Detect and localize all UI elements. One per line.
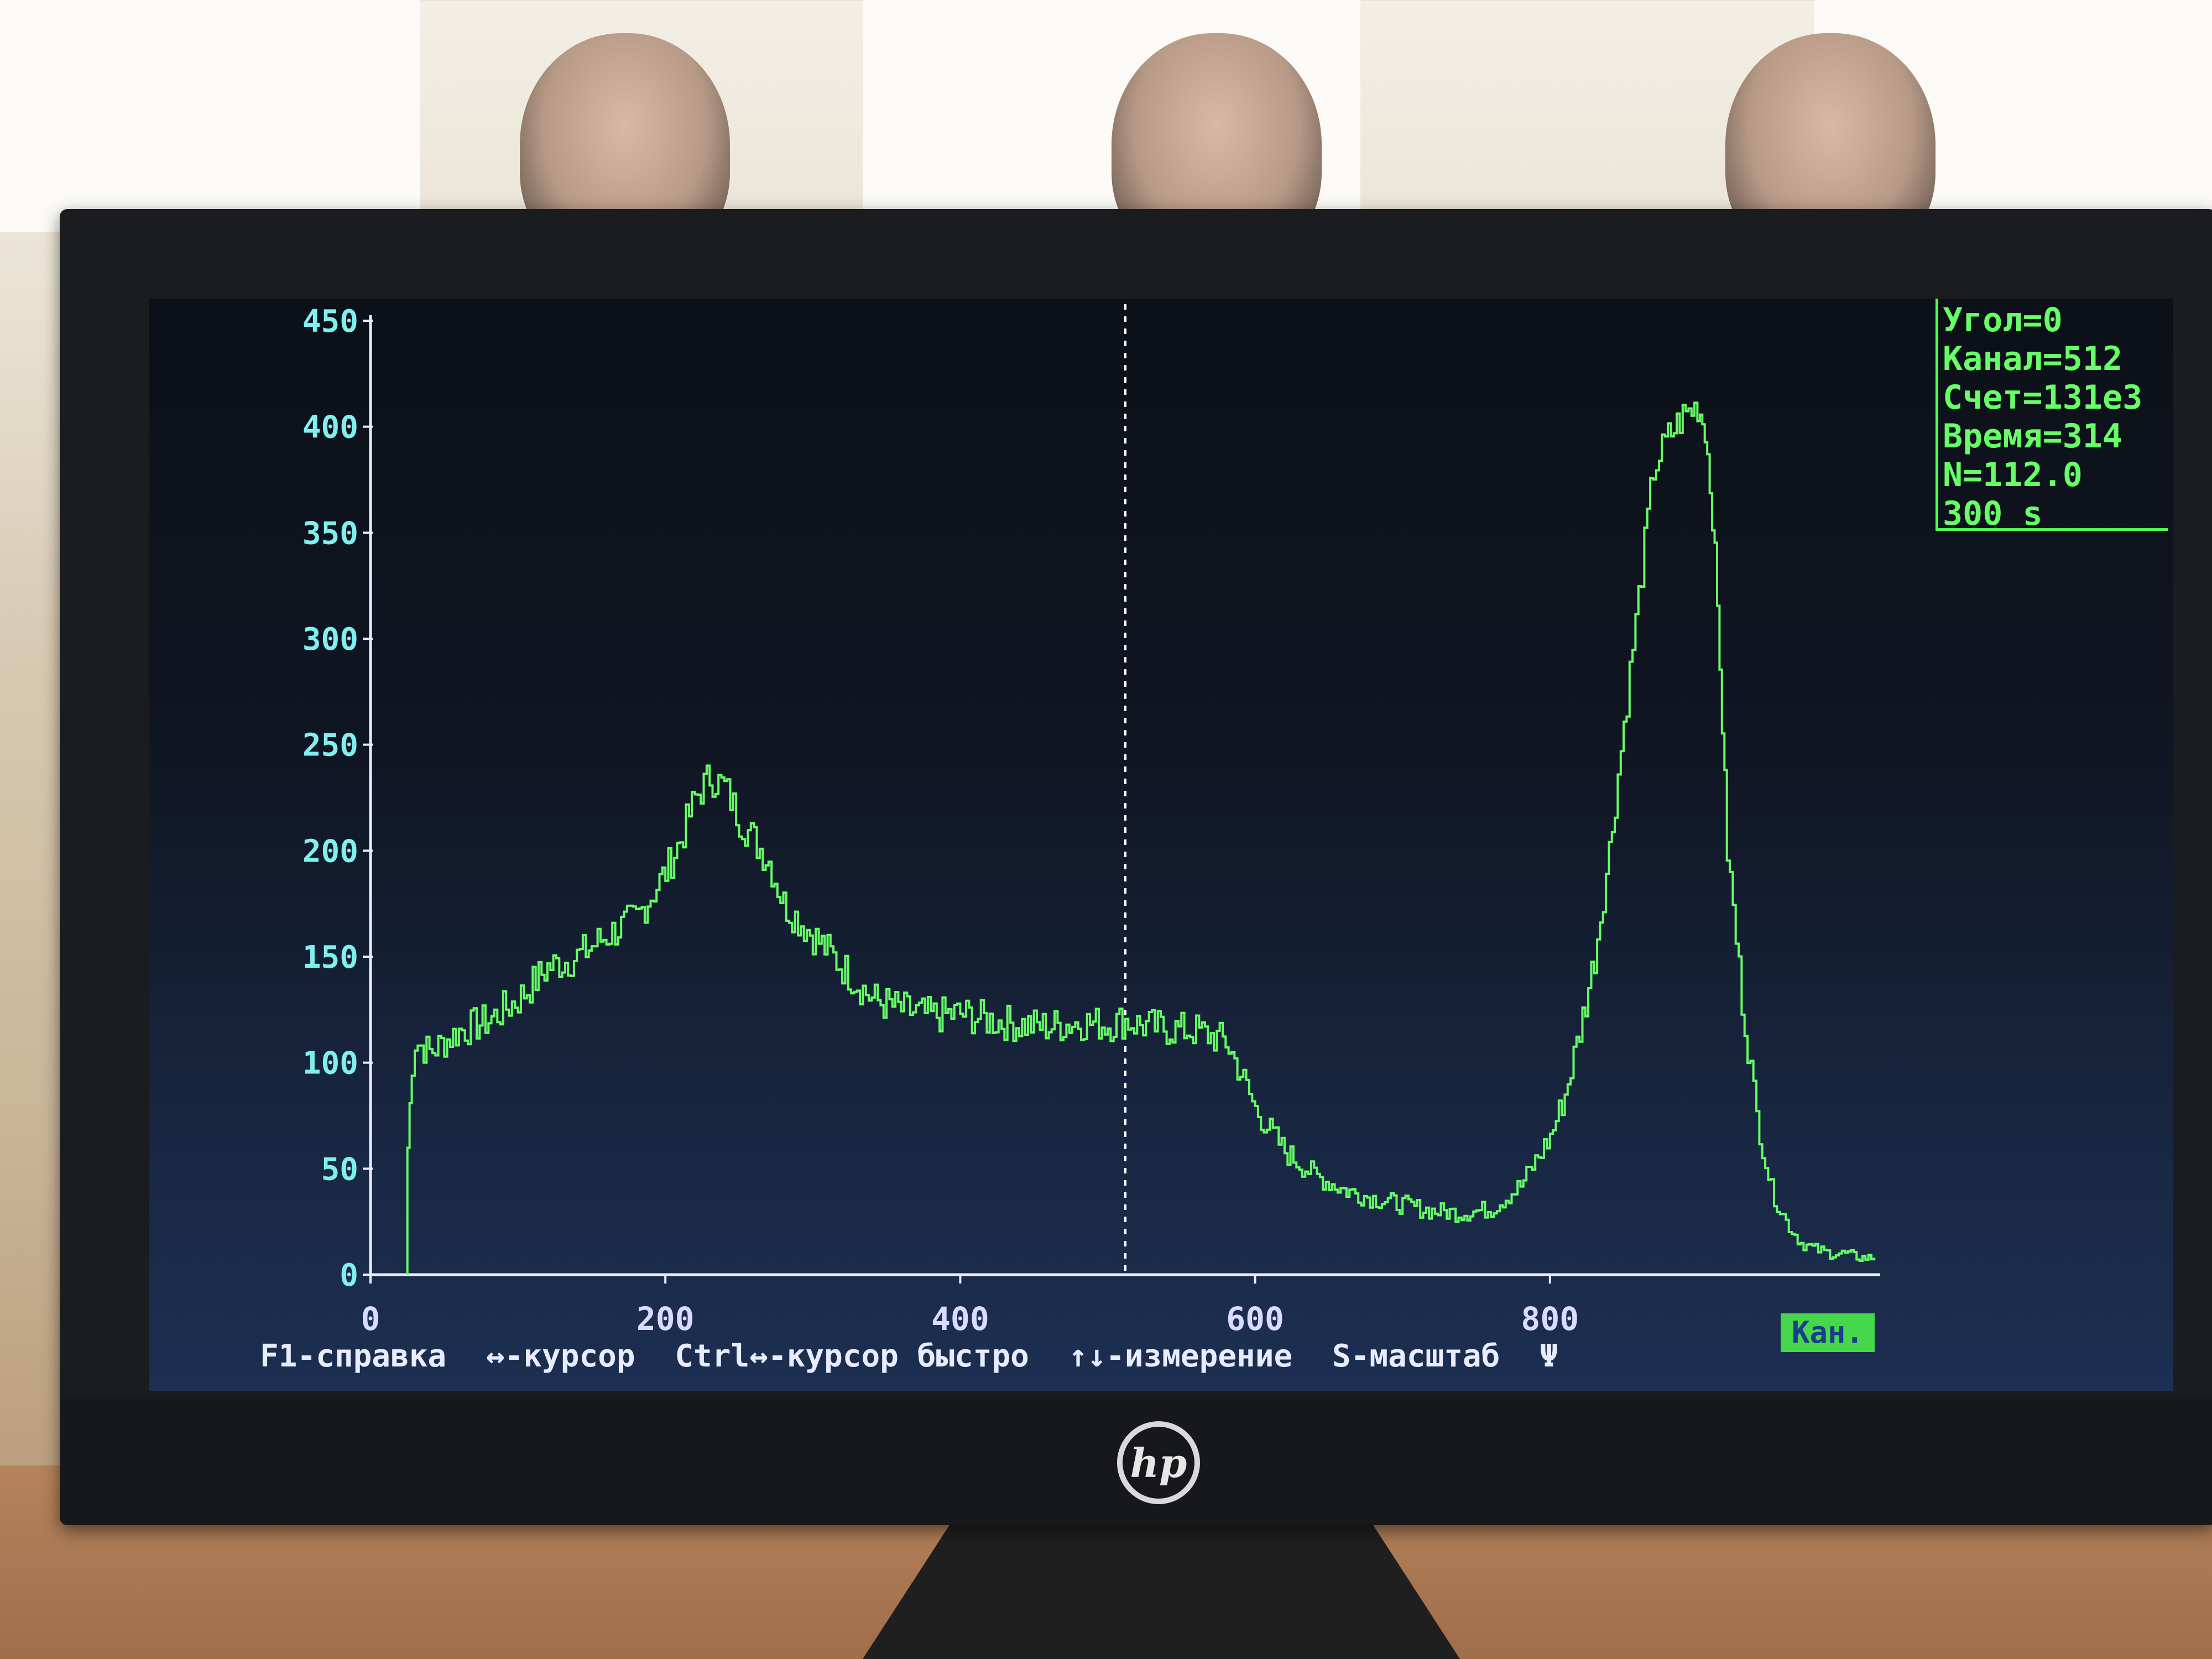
background-window-left — [0, 0, 420, 232]
help-cursor-fast: Ctrl↔-курсор быстро — [675, 1338, 1029, 1374]
help-scale: S-масштаб — [1332, 1338, 1500, 1374]
y-tick-label-6: 300 — [302, 622, 358, 658]
status-time: Время=314 — [1943, 417, 2123, 456]
y-tick-label-5: 250 — [302, 728, 358, 764]
x-tick-label-3: 600 — [1226, 1300, 1284, 1338]
help-symbol: Ψ — [1540, 1338, 1558, 1374]
x-tick-label-0: 0 — [361, 1300, 380, 1338]
y-tick-label-8: 400 — [302, 410, 358, 446]
status-duration: 300 s — [1943, 494, 2043, 533]
help-bar: F1-справка ↔-курсор Ctrl↔-курсор быстро … — [260, 1338, 2151, 1388]
y-tick-label-2: 100 — [302, 1046, 358, 1082]
help-f1: F1-справка — [260, 1338, 447, 1374]
trace-layer — [406, 401, 1876, 1275]
x-tick-label-1: 200 — [637, 1300, 695, 1338]
spectrum-chart: 0 50 100 150 200 250 300 350 400 450 0 200 400 600 800 — [302, 304, 1880, 1338]
spectrum-trace-0 — [406, 401, 1876, 1275]
status-panel: Угол=0 Канал=512 Счет=131e3 Время=314 N=… — [1936, 299, 2168, 533]
ticks-layer: 0 50 100 150 200 250 300 350 400 450 0 200 400 600 800 — [302, 304, 1579, 1338]
status-channel: Канал=512 — [1943, 340, 2123, 378]
help-cursor: ↔-курсор — [486, 1338, 635, 1374]
y-tick-label-9: 450 — [302, 304, 358, 340]
brand-logo: hp — [1117, 1421, 1200, 1504]
status-n: N=112.0 — [1943, 456, 2083, 494]
brand-logo-text: hp — [1130, 1439, 1187, 1486]
y-tick-label-0: 0 — [340, 1258, 358, 1293]
x-tick-label-2: 400 — [931, 1300, 989, 1338]
status-count: Счет=131e3 — [1943, 378, 2143, 417]
axes-layer — [369, 315, 1880, 1276]
x-unit-badge: Кан. — [1781, 1313, 1875, 1352]
y-tick-label-1: 50 — [321, 1151, 358, 1187]
x-tick-label-4: 800 — [1521, 1300, 1579, 1338]
status-angle: Угол=0 — [1943, 301, 2063, 340]
monitor-screen: 0 50 100 150 200 250 300 350 400 450 0 200 400 600 800… — [149, 299, 2173, 1391]
y-tick-label-3: 150 — [302, 940, 358, 975]
y-tick-label-7: 350 — [302, 515, 358, 551]
y-tick-label-4: 200 — [302, 833, 358, 869]
help-measure: ↑↓-измерение — [1068, 1338, 1293, 1374]
